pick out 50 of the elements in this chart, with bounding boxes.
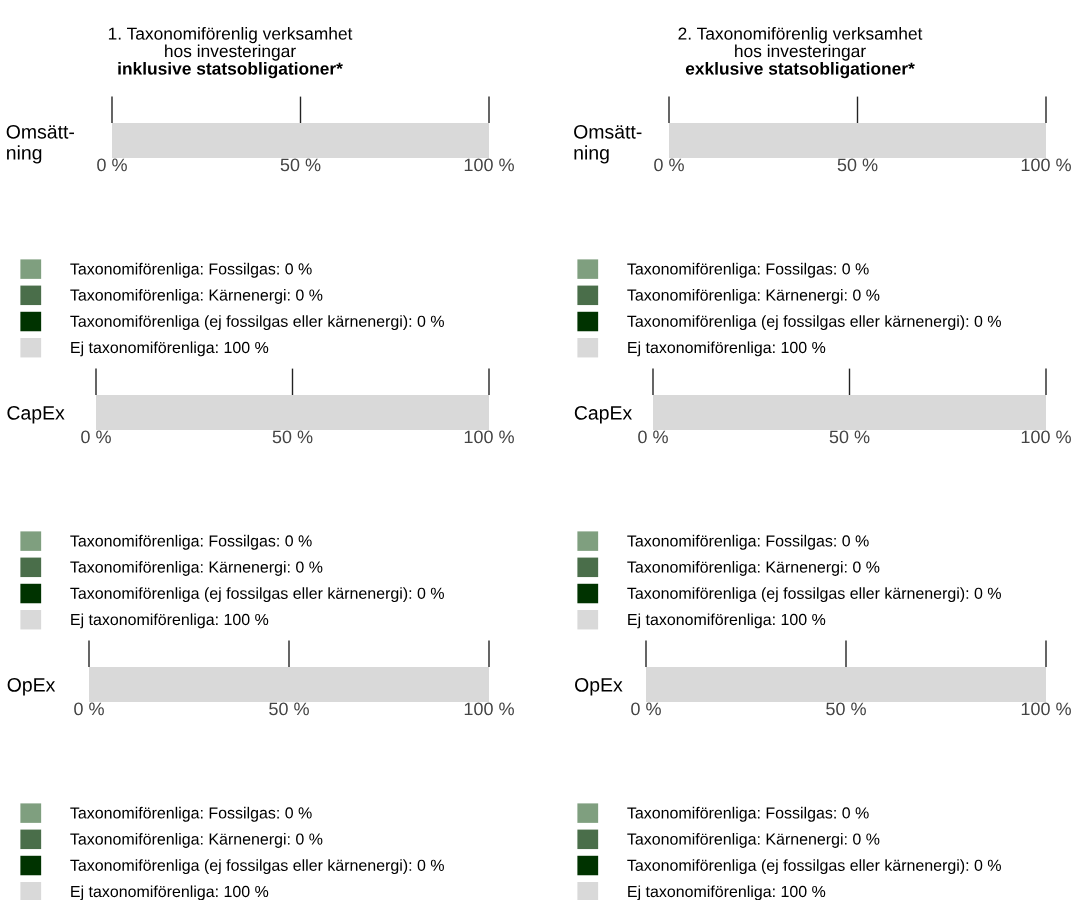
legend-label: Ej taxonomiförenliga: 100 %: [71, 341, 269, 357]
x-tick-label: 0 %: [81, 430, 111, 444]
text: Ej taxonomiförenliga: 100 %: [71, 613, 269, 629]
x-tick-label: 50 %: [829, 430, 870, 444]
legend-label: Taxonomiförenliga: Kärnenergi: 0 %: [627, 289, 880, 304]
x-tick-label: 50 %: [269, 702, 309, 716]
legend-label: Ej taxonomiförenliga: 100 %: [628, 341, 826, 357]
x-tick-label: 50 %: [272, 430, 313, 444]
x-tick-label: 100 %: [1021, 430, 1071, 444]
x-tick-label: 50 %: [826, 702, 866, 716]
legend-label: Taxonomiförenliga: Kärnenergi: 0 %: [70, 833, 323, 848]
legend-label: Taxonomiförenliga (ej fossilgas eller kärnenergi): 0 %: [627, 315, 1001, 331]
legend-label: Ej taxonomiförenliga: 100 %: [71, 885, 269, 900]
legend-label: Taxonomiförenliga: Fossilgas: 0 %: [627, 806, 869, 822]
x-tick-label: 100 %: [464, 702, 514, 716]
legend-label: Taxonomiförenliga: Kärnenergi: 0 %: [70, 561, 323, 576]
y-tick-label: OpEx: [7, 677, 56, 696]
x-tick-label: 100 %: [464, 430, 514, 444]
legend-label: Taxonomiförenliga: Fossilgas: 0 %: [627, 534, 869, 550]
legend-label: Taxonomiförenliga (ej fossilgas eller kärnenergi): 0 %: [627, 859, 1001, 875]
chart-subtitle: inklusive statsobligationer*: [118, 62, 343, 79]
x-tick-label: 0 %: [638, 430, 668, 444]
legend-label: Taxonomiförenliga: Fossilgas: 0 %: [70, 534, 312, 550]
x-tick-label: 100 %: [1021, 158, 1071, 172]
legend-label: Taxonomiförenliga (ej fossilgas eller kärnenergi): 0 %: [70, 587, 444, 603]
y-tick-label: CapEx: [574, 405, 632, 424]
y-tick-label: Omsätt- ning: [6, 124, 75, 164]
legend-label: Taxonomiförenliga: Fossilgas: 0 %: [627, 262, 869, 278]
x-tick-label: 50 %: [280, 158, 321, 172]
legend-label: Taxonomiförenliga (ej fossilgas eller kärnenergi): 0 %: [70, 315, 444, 331]
x-tick-label: 0 %: [97, 158, 127, 172]
x-tick-label: 50 %: [837, 158, 878, 172]
legend-label: Taxonomiförenliga: Kärnenergi: 0 %: [70, 289, 323, 304]
y-tick-label: CapEx: [7, 405, 65, 424]
legend-label: Taxonomiförenliga: Kärnenergi: 0 %: [627, 833, 880, 848]
legend-label: Taxonomiförenliga: Kärnenergi: 0 %: [627, 561, 880, 576]
legend-label: Taxonomiförenliga: Fossilgas: 0 %: [70, 806, 312, 822]
legend-label: Taxonomiförenliga (ej fossilgas eller kärnenergi): 0 %: [627, 587, 1001, 603]
x-tick-label: 0 %: [654, 158, 684, 172]
x-tick-label: 100 %: [1021, 702, 1071, 716]
y-tick-label: Omsätt- ning: [574, 124, 642, 164]
legend-label: Taxonomiförenliga: Fossilgas: 0 %: [70, 262, 312, 278]
text: Ej taxonomiförenliga: 100 %: [628, 613, 826, 629]
y-tick-label: OpEx: [575, 677, 623, 696]
chart-subtitle: exklusive statsobligationer*: [685, 62, 915, 79]
x-tick-label: 100 %: [464, 158, 514, 172]
x-tick-label: 0 %: [74, 702, 104, 716]
legend-label: Taxonomiförenliga (ej fossilgas eller kärnenergi): 0 %: [70, 859, 444, 875]
x-tick-label: 0 %: [631, 702, 661, 716]
legend-label: Ej taxonomiförenliga: 100 %: [628, 885, 826, 900]
